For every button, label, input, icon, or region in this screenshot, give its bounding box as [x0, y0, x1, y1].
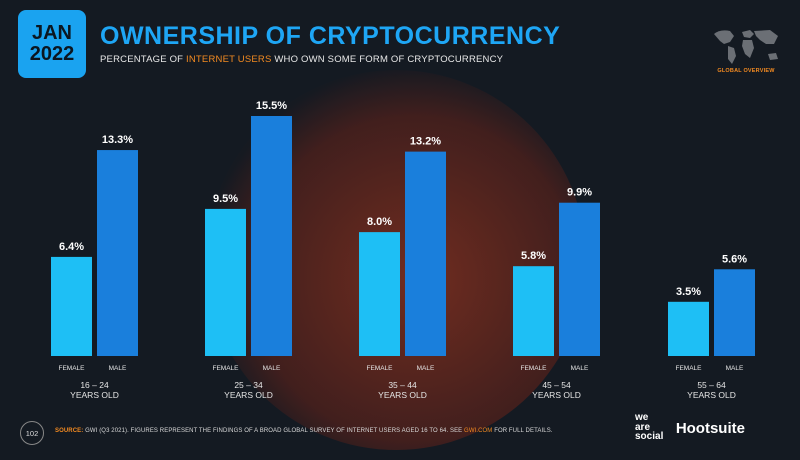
series-label: FEMALE: [366, 365, 393, 372]
subtitle-pre: PERCENTAGE OF: [100, 54, 187, 65]
value-label: 15.5%: [256, 100, 287, 112]
date-badge: JAN 2022: [18, 10, 86, 78]
series-label: FEMALE: [520, 365, 547, 372]
series-label: FEMALE: [58, 365, 85, 372]
value-label: 9.5%: [213, 193, 238, 205]
series-label: MALE: [417, 365, 435, 372]
bar-male-2: [251, 116, 292, 356]
value-label: 8.0%: [367, 216, 392, 228]
bar-female-1: [51, 256, 92, 356]
category-sublabel: YEARS OLD: [532, 390, 581, 400]
source-link[interactable]: GWI.COM: [464, 428, 493, 434]
value-label: 5.8%: [521, 250, 546, 262]
page-title: OWNERSHIP OF CRYPTOCURRENCY: [100, 22, 561, 50]
category-sublabel: YEARS OLD: [70, 390, 119, 400]
bar-male-3: [405, 151, 446, 356]
value-label: 6.4%: [59, 241, 84, 253]
source-note: SOURCE: GWI (Q3 2021). FIGURES REPRESENT…: [55, 428, 553, 434]
category-sublabel: YEARS OLD: [378, 390, 427, 400]
badge-year: 2022: [29, 43, 75, 65]
value-label: 13.3%: [102, 134, 133, 146]
bar-female-4: [513, 266, 554, 356]
value-label: 13.2%: [410, 136, 441, 148]
bar-female-5: [668, 301, 709, 356]
category-sublabel: YEARS OLD: [224, 390, 273, 400]
map-label: GLOBAL OVERVIEW: [717, 68, 775, 74]
we-are-social-logo: we are social: [635, 412, 664, 442]
world-map-icon: [710, 26, 782, 68]
source-end: FOR FULL DETAILS.: [492, 428, 553, 434]
hootsuite-logo: Hootsuite: [675, 420, 745, 437]
source-label: SOURCE:: [55, 428, 84, 434]
value-label: 3.5%: [676, 286, 701, 298]
value-label: 5.6%: [722, 253, 747, 265]
category-label: 16 – 24: [80, 380, 109, 390]
bar-male-1: [97, 150, 138, 356]
category-label: 55 – 64: [697, 380, 726, 390]
subtitle-post: WHO OWN SOME FORM OF CRYPTOCURRENCY: [271, 54, 504, 65]
category-label: 45 – 54: [542, 380, 571, 390]
source-text: GWI (Q3 2021). FIGURES REPRESENT THE FIN…: [83, 428, 465, 434]
bar-male-4: [559, 202, 600, 356]
series-label: MALE: [263, 365, 281, 372]
bar-male-5: [714, 269, 755, 356]
page-subtitle: PERCENTAGE OF INTERNET USERS WHO OWN SOM…: [100, 54, 503, 65]
series-label: FEMALE: [675, 365, 702, 372]
bar-female-3: [359, 232, 400, 356]
page-number: 102: [20, 421, 44, 445]
subtitle-highlight: INTERNET USERS: [186, 54, 272, 65]
bar-female-2: [205, 208, 246, 356]
brand-logos: we are social Hootsuite: [635, 413, 745, 442]
category-sublabel: YEARS OLD: [687, 390, 736, 400]
value-label: 9.9%: [567, 187, 592, 199]
series-label: FEMALE: [212, 365, 239, 372]
badge-month: JAN: [31, 22, 72, 44]
category-label: 25 – 34: [234, 380, 263, 390]
series-label: MALE: [109, 365, 127, 372]
category-label: 35 – 44: [388, 380, 417, 390]
series-label: MALE: [726, 365, 744, 372]
series-label: MALE: [571, 365, 589, 372]
